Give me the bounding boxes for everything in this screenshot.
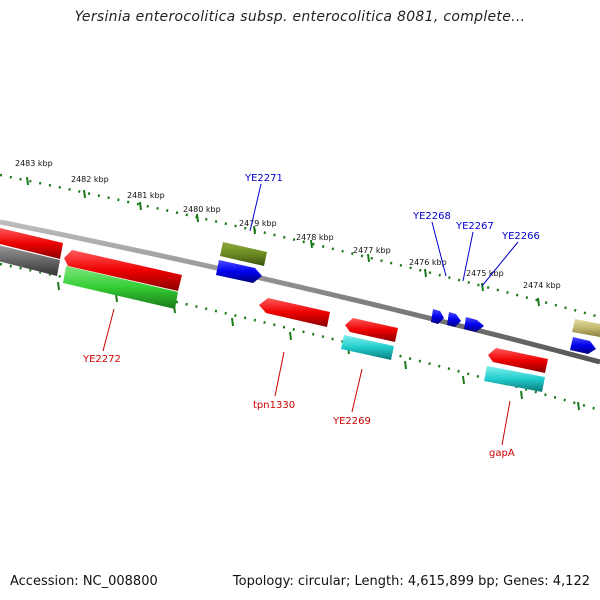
- gene-block: [63, 266, 178, 309]
- kbp-label: 2482 kbp: [71, 175, 109, 184]
- gene-block: [220, 242, 267, 266]
- kbp-label: 2475 kbp: [466, 269, 504, 278]
- gene-arrow: [570, 337, 596, 354]
- genome-backbone: [0, 219, 600, 365]
- gene-label-ye2272: YE2272: [82, 354, 121, 365]
- gene-arrow: [488, 348, 548, 373]
- gene-label-ye2269: YE2269: [332, 416, 371, 427]
- minus-strand-genes: [259, 298, 548, 392]
- gene-block: [0, 245, 60, 276]
- gene-label-ye2268: YE2268: [412, 211, 451, 222]
- map-title: Yersinia enterocolitica subsp. enterocol…: [74, 9, 526, 25]
- gene-label-ye2267: YE2267: [455, 221, 494, 232]
- outer-tick-ring: [0, 173, 600, 319]
- kbp-label: 2476 kbp: [409, 258, 447, 267]
- outer-major-ticks: [26, 176, 540, 307]
- kbp-label: 2483 kbp: [15, 159, 53, 168]
- kbp-labels: 2483 kbp 2482 kbp 2481 kbp 2480 kbp 2479…: [15, 159, 561, 290]
- gene-block: [484, 366, 545, 392]
- kbp-label: 2477 kbp: [353, 246, 391, 255]
- gene-block: [572, 319, 600, 337]
- accession-text: Accession: NC_008800: [10, 574, 158, 589]
- gene-block: [341, 335, 394, 360]
- label-leader-lines: [102, 183, 519, 446]
- plus-strand-genes: [0, 228, 600, 354]
- gene-label-gapa: gapA: [489, 448, 515, 459]
- gene-label-ye2266: YE2266: [501, 231, 540, 242]
- genome-summary-text: Topology: circular; Length: 4,615,899 bp…: [232, 574, 590, 589]
- gene-label-ye2271: YE2271: [244, 173, 283, 184]
- gene-arrow: [0, 228, 63, 259]
- gene-arrow: [431, 309, 444, 324]
- kbp-label: 2481 kbp: [127, 191, 165, 200]
- inner-major-ticks: [57, 281, 580, 411]
- gene-arrow: [259, 298, 330, 327]
- gene-arrow: [345, 318, 398, 342]
- gene-labels: YE2271 YE2268 YE2267 YE2266 YE2272 tpn13…: [82, 173, 540, 459]
- kbp-label: 2478 kbp: [296, 233, 334, 242]
- gene-arrow: [464, 317, 484, 332]
- gene-label-tpn1330: tpn1330: [253, 400, 295, 411]
- gene-arrow: [447, 312, 461, 327]
- gene-arrow: [64, 250, 182, 291]
- kbp-label: 2480 kbp: [183, 205, 221, 214]
- kbp-label: 2479 kbp: [239, 219, 277, 228]
- gene-arrow: [216, 260, 262, 283]
- kbp-label: 2474 kbp: [523, 281, 561, 290]
